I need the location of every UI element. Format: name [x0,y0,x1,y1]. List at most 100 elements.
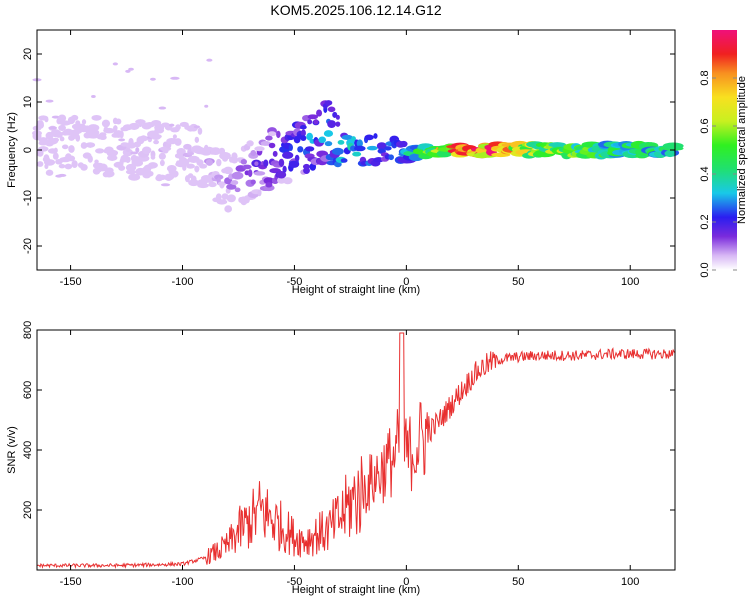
spectrogram-cell [662,142,684,150]
spectrogram-cell [288,144,293,152]
spectrogram-cell [182,164,187,171]
colorbar-tick-label: 0.6 [699,118,711,133]
spectrogram-cell [94,159,99,164]
spectrogram-cell [138,119,143,128]
spectrogram-cell [172,172,178,178]
spectrogram-cell [302,163,311,170]
snr-y-ticks: 200 400 600 800 [22,321,675,519]
spectrogram-cell [181,157,187,165]
spectrogram-cell [307,114,319,120]
spectrogram-cell [327,106,336,113]
spectrogram-cell [294,154,300,162]
spectrogram-y-tick-label: 20 [22,48,34,60]
spectrogram-cell [55,131,63,138]
spectrogram-cell [282,165,287,173]
spectrogram-cell [194,165,200,173]
spectrogram-cell [125,69,131,73]
spectrogram-cell [118,165,126,171]
colorbar-ticks: 0.0 0.2 0.4 0.6 0.8 [699,70,737,278]
spectrogram-y-ticks: -20 -10 0 10 20 [22,48,675,254]
spectrogram-cell [43,159,56,166]
spectrogram-cell [128,67,134,71]
snr-y-axis-label: SNR (v/v) [6,426,18,474]
spectrogram-cell [80,164,88,171]
spectrogram-cell [354,145,366,152]
figure-title: KOM5.2025.106.12.14.G12 [270,2,441,18]
spectrogram-cell [194,136,200,143]
spectrogram-cell [75,134,81,142]
spectrogram-y-tick-label: 10 [22,96,34,108]
spectrogram-cell [58,163,66,169]
snr-x-ticks: -150 -100 -50 0 50 100 [60,330,639,588]
spectrogram-cell [197,183,209,189]
spectrogram-cell [106,150,118,157]
spectrogram-cell [135,147,140,153]
spectrogram-cell [332,147,344,156]
spectrogram-cell [366,145,378,151]
spectrogram-x-axis-label: Height of straight line (km) [292,284,420,296]
spectrogram-cell [247,169,253,178]
spectrogram-cell [208,181,217,188]
spectrogram-cell [234,187,241,193]
colorbar: 0.0 0.2 0.4 0.6 0.8 Normalized spectral ampl… [699,30,748,278]
spectrogram-x-tick-label: -150 [60,276,82,288]
spectrogram-cell [98,134,107,141]
snr-y-tick-label: 600 [22,381,34,399]
spectrogram-cell [267,131,277,137]
spectrogram-cell [337,140,345,145]
spectrogram-cell [70,114,79,121]
spectrogram-cell [300,129,306,137]
colorbar-tick-label: 0.2 [699,214,711,229]
spectrogram-cell [37,146,49,152]
spectrogram-cell [150,133,162,140]
spectrogram-cell [215,193,222,201]
spectrogram-cell [197,127,203,135]
snr-x-tick-label: -50 [286,576,302,588]
spectrogram-cell [327,120,337,128]
spectrogram-cell [51,115,60,119]
spectrogram-cell [36,161,44,167]
spectrogram-cell [87,132,100,139]
colorbar-gradient [712,30,737,270]
spectrogram-cell [153,139,159,145]
spectrogram-marks [32,58,684,213]
spectrogram-cell [103,127,115,134]
spectrogram-cell [253,171,266,176]
spectrogram-cell [376,142,387,150]
spectrogram-cell [101,119,111,128]
spectrogram-cell [323,130,334,137]
spectrogram-cell [223,166,234,175]
spectrogram-cell [384,146,392,151]
spectrogram-cell [95,148,105,154]
spectrogram-cell [170,76,180,80]
spectrogram-cell [68,145,75,153]
spectrogram-cell [340,158,348,163]
spectrogram-cell [103,170,115,178]
spectrogram-cell [306,132,314,141]
spectrogram-cell [112,62,118,66]
spectrogram-cell [205,159,213,166]
spectrogram-cell [276,130,281,139]
spectrogram-cell [204,104,209,108]
snr-x-tick-label: -150 [60,576,82,588]
spectrogram-cell [254,146,265,152]
spectrogram-cell [52,152,59,160]
spectrogram-cell [307,119,313,125]
spectrogram-cell [199,163,208,169]
spectrogram-cell [160,183,171,187]
spectrogram-cell [288,160,300,168]
spectrogram-cell [91,95,96,99]
spectrogram-cell [186,163,195,169]
spectrogram-cell [36,120,44,128]
spectrogram-cell [159,159,165,167]
snr-y-tick-label: 200 [22,501,34,519]
spectrogram-cell [373,133,378,139]
spectrogram-cell [297,146,304,153]
spectrogram-cell [388,154,394,161]
spectrogram-cell [231,152,238,160]
spectrogram-cell [282,151,294,159]
snr-series-line [36,332,676,570]
spectrogram-cell [128,173,141,181]
spectrogram-y-tick-label: -20 [22,238,34,254]
